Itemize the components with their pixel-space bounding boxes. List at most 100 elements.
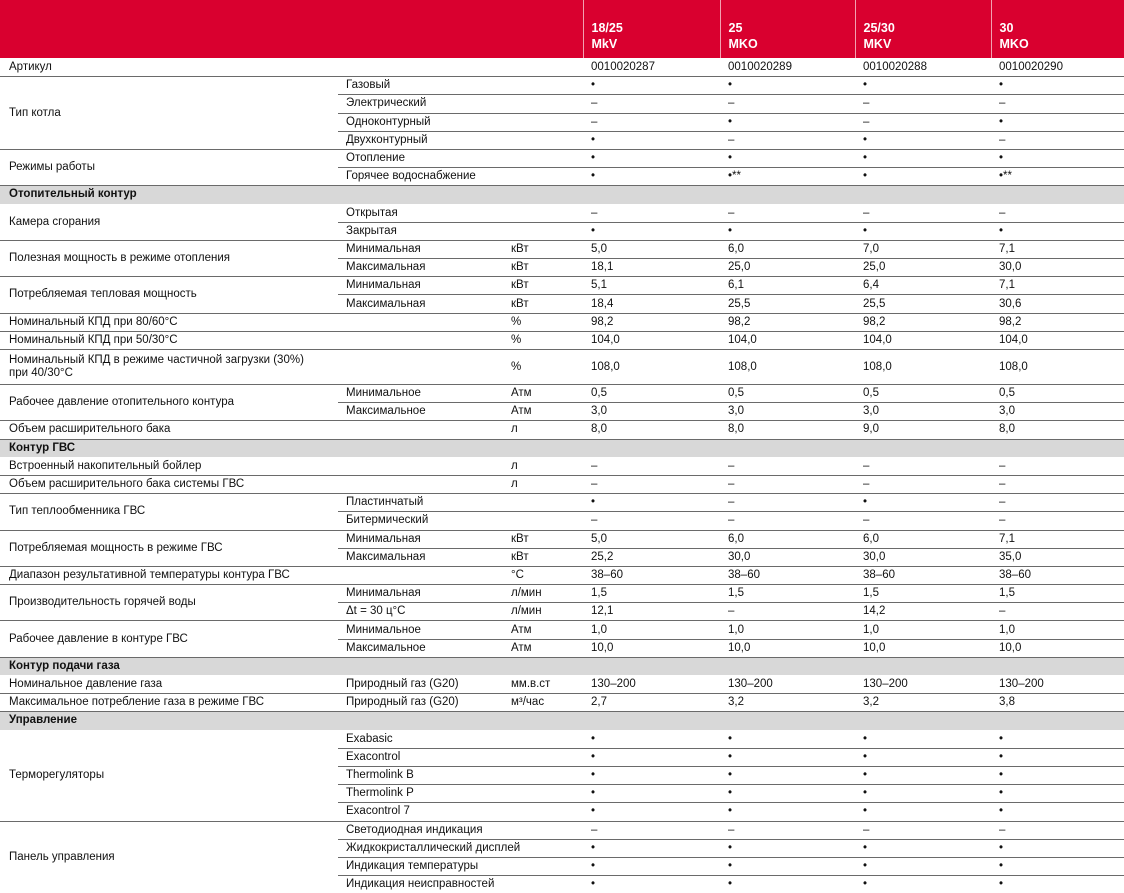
- row-sublabel: Exacontrol: [338, 748, 503, 767]
- row-unit: [503, 222, 584, 241]
- table-row: Максимальная кВт 25,2 30,0 30,0 35,0: [0, 548, 1124, 567]
- value-cell: –: [720, 821, 856, 840]
- value-cell: •: [991, 113, 1124, 132]
- value-cell: •**: [991, 167, 1124, 187]
- value-cell: •: [720, 748, 856, 767]
- row-sublabel: Δt = 30 ц°C: [338, 602, 503, 622]
- value-cell: –: [720, 475, 856, 495]
- value-cell: 1,0: [583, 620, 721, 640]
- value-cell: •: [991, 784, 1124, 804]
- value-cell: 130–200: [720, 675, 856, 695]
- value-cell: 1,5: [855, 584, 992, 604]
- value-cell: –: [720, 131, 856, 150]
- value-cell: •: [583, 167, 721, 187]
- table-row: Камера сгорания Открытая – – – –: [0, 204, 1124, 241]
- value-cell: •: [855, 493, 992, 513]
- row-sublabel: Минимальная: [338, 240, 503, 260]
- row-unit: [503, 149, 584, 169]
- value-cell: 6,0: [855, 530, 992, 549]
- value-cell: 3,0: [855, 402, 992, 422]
- value-cell: 10,0: [991, 639, 1124, 658]
- value-cell: 98,2: [720, 313, 856, 332]
- value-cell: •: [855, 730, 992, 749]
- value-cell: •: [991, 839, 1124, 858]
- value-cell: •: [583, 748, 721, 767]
- table-row: Thermolink B • • • •: [0, 766, 1124, 786]
- table-row: Тип теплообменника ГВС Пластинчатый • – • –: [0, 493, 1124, 531]
- row-label: Тип котла: [0, 76, 338, 150]
- table-row: Рабочее давление отопительного контура Ми…: [0, 384, 1124, 422]
- value-cell: 7,1: [991, 276, 1124, 296]
- value-cell: –: [855, 94, 992, 114]
- row-unit: [503, 131, 584, 150]
- row-unit: кВт: [503, 548, 584, 567]
- row-sublabel: Светодиодная индикация: [338, 821, 503, 840]
- row-unit: [503, 857, 584, 877]
- table-row: Номинальный КПД при 50/30°C% 104,0 104,0 10…: [0, 331, 1124, 351]
- row-unit: л: [503, 475, 584, 495]
- value-cell: 25,5: [855, 294, 992, 314]
- value-cell: •: [720, 784, 856, 804]
- row-sublabel: Exacontrol 7: [338, 802, 503, 822]
- header-blank: [0, 0, 584, 59]
- row-unit: Атм: [503, 639, 584, 658]
- table-row: Exacontrol 7 • • • •: [0, 802, 1124, 822]
- row-label: Номинальное давление газа: [0, 675, 338, 695]
- table-row: Двухконтурный • – • –: [0, 131, 1124, 150]
- value-cell: –: [991, 475, 1124, 495]
- value-cell: •: [991, 222, 1124, 241]
- value-cell: –: [583, 204, 721, 223]
- value-cell: •: [991, 857, 1124, 877]
- value-cell: 12,1: [583, 602, 721, 622]
- value-cell: •: [855, 222, 992, 241]
- value-cell: –: [991, 131, 1124, 150]
- row-label: Полезная мощность в режиме отопления: [0, 240, 338, 278]
- row-sublabel: Электрический: [338, 94, 503, 114]
- value-cell: 0010020290: [991, 58, 1124, 78]
- value-cell: 108,0: [991, 349, 1124, 385]
- table-row: Битермический – – – –: [0, 511, 1124, 531]
- value-cell: •: [855, 802, 992, 822]
- value-cell: 1,0: [991, 620, 1124, 640]
- value-cell: 3,2: [720, 693, 856, 713]
- value-cell: 10,0: [583, 639, 721, 658]
- row-sublabel: Одноконтурный: [338, 113, 503, 132]
- row-unit: кВт: [503, 294, 584, 314]
- value-cell: 104,0: [855, 331, 992, 351]
- value-cell: –: [991, 511, 1124, 531]
- header-row: 18/25 MkV 25 MKO 25/30 MKV 30 MKO: [0, 0, 1124, 59]
- table-row: Полезная мощность в режиме отопления Мини…: [0, 240, 1124, 278]
- value-cell: •: [999, 878, 1004, 891]
- value-cell: 6,0: [720, 240, 856, 260]
- value-cell: 1,5: [583, 584, 721, 604]
- row-label: Объем расширительного бака системы ГВС: [0, 475, 338, 495]
- value-cell: 9,0: [855, 420, 992, 440]
- row-sublabel: Минимальное: [338, 384, 503, 404]
- row-sublabel: [338, 566, 503, 586]
- row-sublabel: Горячее водоснабжение: [338, 167, 503, 187]
- table-row: Диапазон результативной температуры конт…: [0, 566, 1124, 586]
- row-sublabel: Битермический: [338, 511, 503, 531]
- value-cell: •: [583, 222, 721, 241]
- value-cell: –: [991, 493, 1124, 513]
- value-cell: –: [583, 457, 721, 476]
- table-row: Exacontrol • • • •: [0, 748, 1124, 767]
- row-sublabel: Газовый: [338, 76, 503, 96]
- row-unit: °C: [503, 566, 584, 586]
- section-title: Контур подачи газа: [0, 657, 1124, 677]
- value-cell: 25,2: [583, 548, 721, 567]
- value-cell: 38–60: [855, 566, 992, 586]
- value-cell: 130–200: [991, 675, 1124, 695]
- row-sublabel: Двухконтурный: [338, 131, 503, 150]
- row-unit: [503, 748, 584, 767]
- table-row: Номинальный КПД при 80/60°C% 98,2 98,2 98,2…: [0, 313, 1124, 332]
- row-label: Номинальный КПД в режиме частичной загру…: [0, 349, 338, 385]
- value-cell: –: [720, 602, 856, 622]
- value-cell: –: [855, 475, 992, 495]
- row-label: Терморегуляторы: [0, 730, 338, 822]
- value-cell: 1,5: [720, 584, 856, 604]
- row-sublabel: [338, 313, 503, 332]
- table-row: Одноконтурный – • – •: [0, 113, 1124, 132]
- value-cell: –: [991, 821, 1124, 840]
- row-label: Тип теплообменника ГВС: [0, 493, 338, 531]
